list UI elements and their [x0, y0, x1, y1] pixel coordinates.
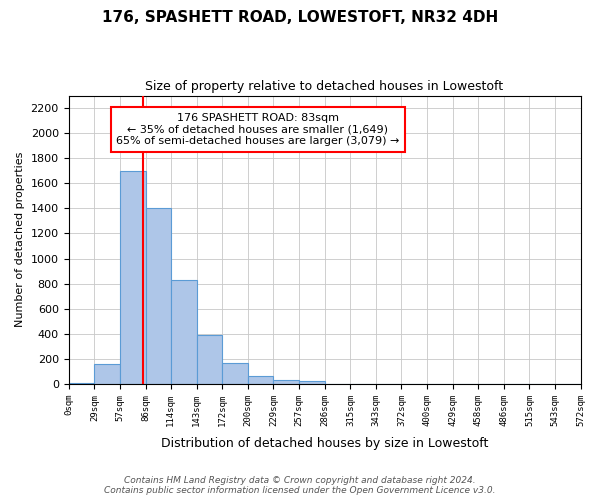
Bar: [94, 364, 119, 384]
Title: Size of property relative to detached houses in Lowestoft: Size of property relative to detached ho…: [145, 80, 503, 93]
X-axis label: Distribution of detached houses by size in Lowestoft: Distribution of detached houses by size …: [161, 437, 488, 450]
Text: Contains HM Land Registry data © Crown copyright and database right 2024.
Contai: Contains HM Land Registry data © Crown c…: [104, 476, 496, 495]
Bar: [248, 376, 274, 384]
Bar: [274, 380, 299, 384]
Bar: [146, 208, 170, 384]
Bar: [68, 382, 94, 384]
Bar: [223, 363, 248, 384]
Text: 176 SPASHETT ROAD: 83sqm
← 35% of detached houses are smaller (1,649)
65% of sem: 176 SPASHETT ROAD: 83sqm ← 35% of detach…: [116, 113, 400, 146]
Text: 176, SPASHETT ROAD, LOWESTOFT, NR32 4DH: 176, SPASHETT ROAD, LOWESTOFT, NR32 4DH: [102, 10, 498, 25]
Bar: [119, 171, 146, 384]
Bar: [299, 382, 325, 384]
Y-axis label: Number of detached properties: Number of detached properties: [15, 152, 25, 328]
Bar: [197, 335, 223, 384]
Bar: [170, 280, 197, 384]
